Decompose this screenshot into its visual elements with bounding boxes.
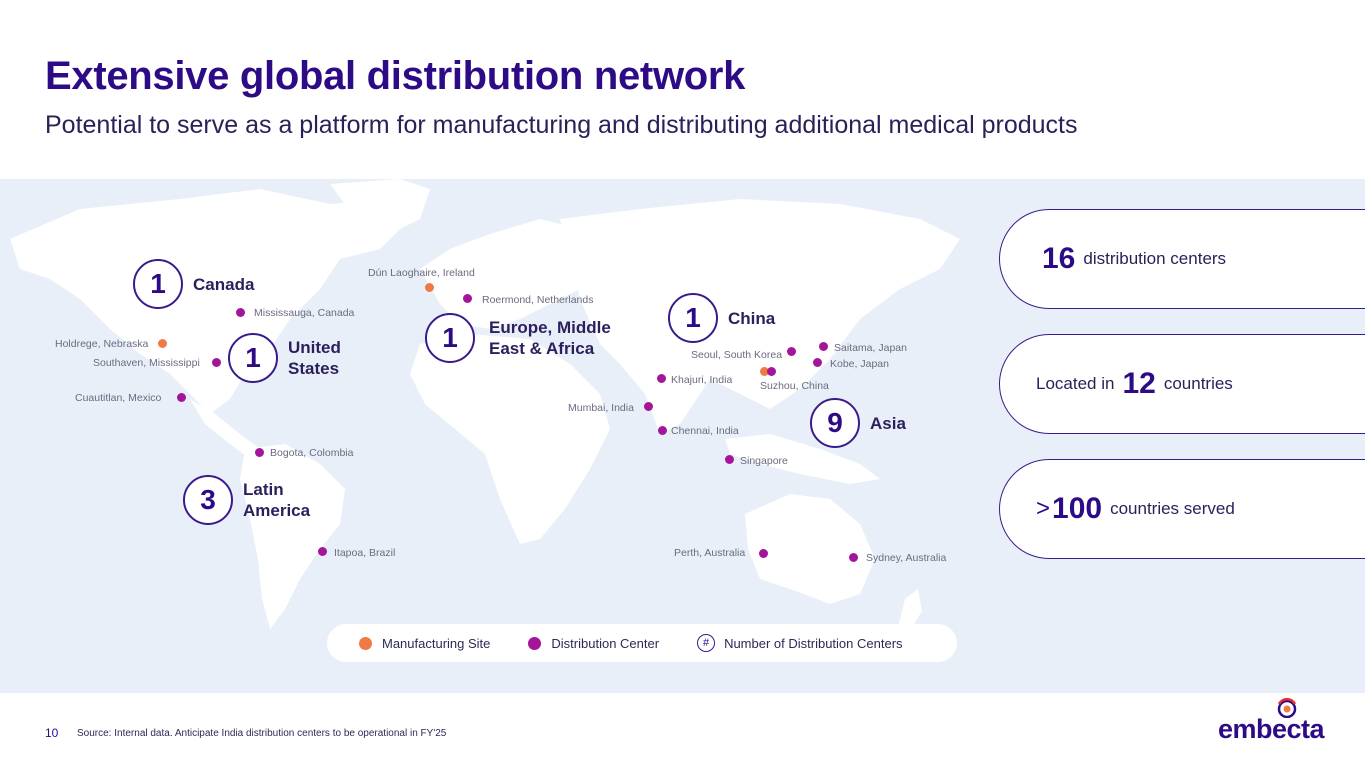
stat-prefix: Located in (1036, 374, 1115, 393)
place-label: Suzhou, China (760, 380, 829, 392)
legend-label: Number of Distribution Centers (724, 635, 903, 651)
region-count-badge: 3 (183, 475, 233, 525)
place-label: Sydney, Australia (866, 552, 947, 564)
stat-prefix: > (1036, 495, 1051, 522)
place-label: Singapore (740, 455, 788, 467)
region-label: Canada (193, 274, 255, 294)
manufacturing-site-marker (425, 283, 434, 292)
region-asia: 9 Asia (810, 398, 906, 448)
legend-label: Manufacturing Site (382, 635, 491, 651)
manufacturing-site-marker (158, 339, 167, 348)
distribution-center-marker (212, 358, 221, 367)
place-label: Itapoa, Brazil (334, 547, 396, 559)
region-china: 1 China (668, 293, 775, 343)
place-label: Holdrege, Nebraska (55, 338, 149, 350)
stat-suffix: distribution centers (1083, 249, 1227, 268)
place-label: Seoul, South Korea (691, 349, 783, 361)
stat-distribution-centers: 16 distribution centers (999, 209, 1365, 309)
region-emea: 1 Europe, Middle East & Africa (425, 313, 629, 363)
manufacturing-site-marker (760, 367, 769, 376)
legend-label: Distribution Center (551, 635, 660, 651)
logo-mark-icon (1277, 697, 1297, 718)
distribution-dot-icon (528, 636, 542, 650)
stat-value: 100 (1052, 492, 1103, 525)
place-label: Southaven, Mississippi (93, 357, 200, 369)
page-title: Extensive global distribution network (45, 54, 746, 98)
region-label: United States (288, 338, 341, 378)
region-label: Asia (870, 413, 906, 433)
number-badge-icon: # (697, 634, 716, 652)
distribution-center-marker (236, 308, 245, 317)
stat-countries-served: > 100 countries served (999, 459, 1365, 559)
legend-number: # Number of Distribution Centers (697, 634, 903, 652)
distribution-center-marker (725, 455, 734, 464)
stat-suffix: countries served (1110, 499, 1235, 518)
region-label: China (728, 308, 776, 328)
map-legend: Manufacturing Site Distribution Center #… (327, 624, 957, 662)
distribution-center-marker (767, 367, 776, 376)
legend-distribution: Distribution Center (528, 636, 659, 651)
legend-manufacturing: Manufacturing Site (359, 636, 490, 651)
distribution-center-marker (318, 547, 327, 556)
distribution-center-marker (787, 347, 796, 356)
place-label: Chennai, India (671, 425, 739, 437)
place-label: Kobe, Japan (830, 358, 889, 370)
source-note: Source: Internal data. Anticipate India … (77, 728, 447, 739)
distribution-center-marker (463, 294, 472, 303)
distribution-center-marker (657, 374, 666, 383)
place-label: Cuautitlan, Mexico (75, 392, 162, 404)
distribution-center-marker (644, 402, 653, 411)
page-subtitle: Potential to serve as a platform for man… (45, 111, 1078, 139)
distribution-center-marker (759, 549, 768, 558)
stat-countries-located: Located in 12 countries (999, 334, 1365, 434)
place-label: Mississauga, Canada (254, 307, 355, 319)
place-label: Mumbai, India (568, 402, 634, 414)
region-count-badge: 1 (668, 293, 718, 343)
distribution-center-marker (658, 426, 667, 435)
distribution-center-marker (177, 393, 186, 402)
place-label: Perth, Australia (674, 547, 746, 559)
distribution-center-marker (819, 342, 828, 351)
company-logo: embecta (1218, 696, 1333, 746)
page-number: 10 (45, 726, 59, 740)
stat-suffix: countries (1163, 374, 1233, 393)
manufacturing-dot-icon (359, 636, 372, 650)
region-latin-america: 3 Latin America (183, 475, 323, 525)
place-label: Saitama, Japan (834, 342, 907, 354)
stat-value: 16 (1042, 242, 1076, 275)
region-label: Europe, Middle East & Africa (489, 318, 611, 358)
stat-value: 12 (1122, 367, 1156, 400)
region-canada: 1 Canada (133, 259, 254, 309)
distribution-center-marker (813, 358, 822, 367)
region-united-states: 1 United States (228, 333, 358, 383)
place-label: Bogota, Colombia (270, 447, 354, 459)
region-count-badge: 1 (133, 259, 183, 309)
region-count-badge: 1 (228, 333, 278, 383)
place-label: Roermond, Netherlands (482, 294, 594, 306)
logo-wordmark: embecta (1218, 714, 1325, 744)
region-count-badge: 9 (810, 398, 860, 448)
distribution-center-marker (255, 448, 264, 457)
region-label: Latin America (243, 480, 311, 520)
place-label: Khajuri, India (671, 374, 733, 386)
place-label: Dún Laoghaire, Ireland (368, 267, 475, 279)
region-count-badge: 1 (425, 313, 475, 363)
distribution-center-marker (849, 553, 858, 562)
